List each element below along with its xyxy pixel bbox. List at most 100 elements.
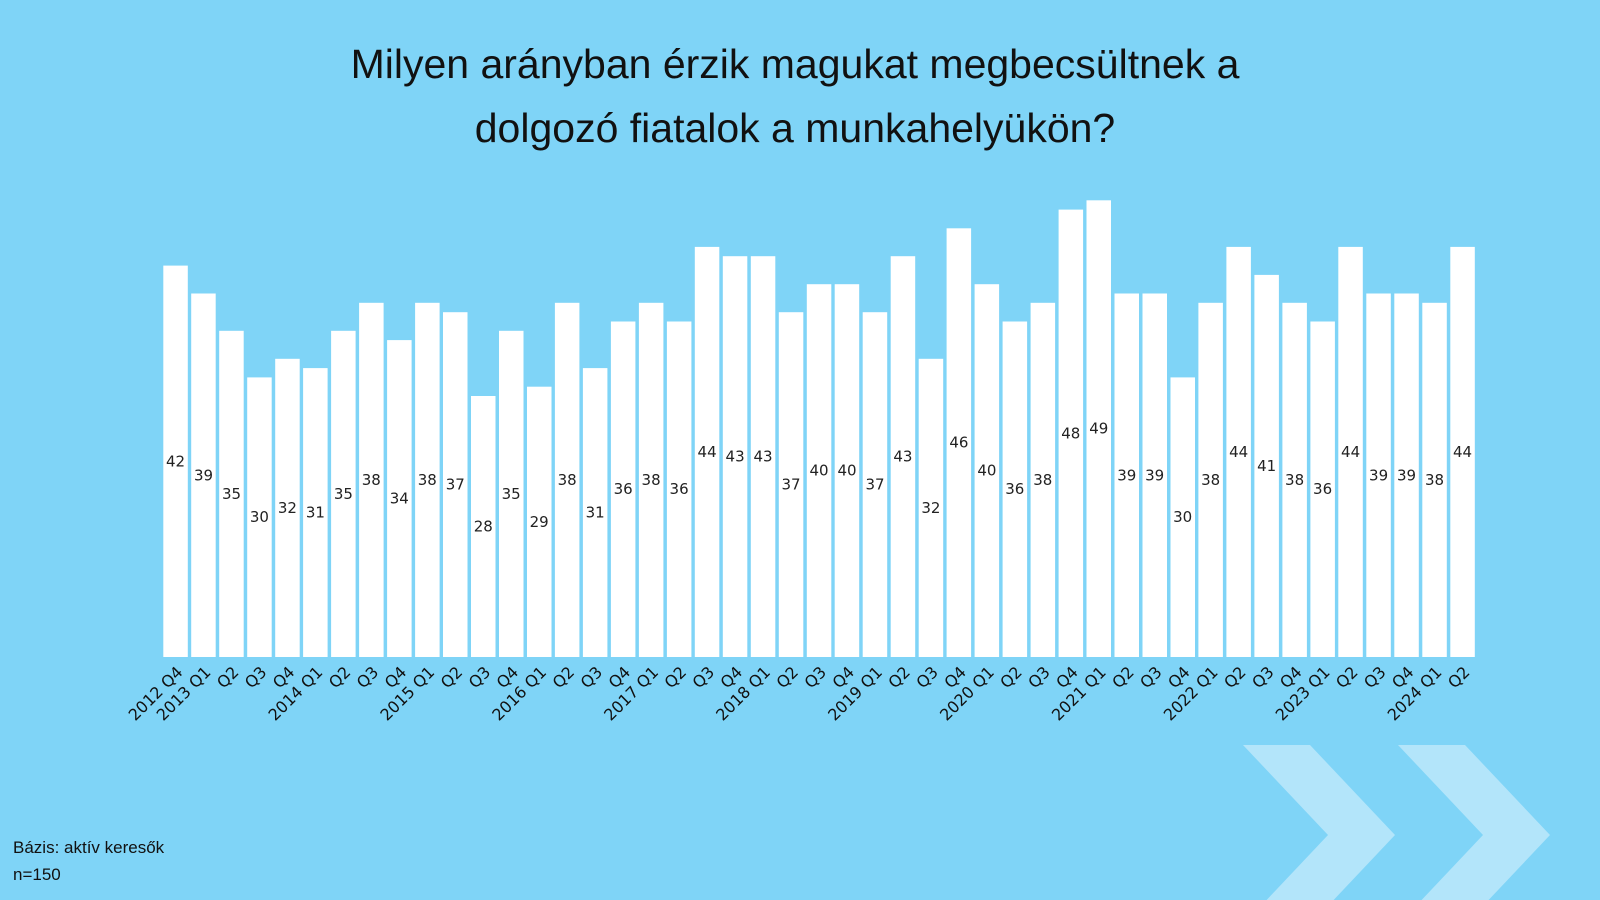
bar-30 [1002,321,1028,657]
data-label-42: 44 [1341,443,1360,461]
data-label-1: 39 [194,466,213,484]
data-label-34: 39 [1117,466,1136,484]
chevron-right-icon [1398,745,1550,900]
bar-45 [1422,302,1447,657]
bar-44 [1394,293,1419,657]
chart-title-line-1: Milyen arányban érzik magukat megbecsült… [350,41,1240,87]
data-label-39: 41 [1257,457,1276,475]
data-label-45: 38 [1425,471,1444,489]
bar-21 [750,256,776,657]
data-label-27: 32 [921,499,940,517]
data-label-44: 39 [1397,466,1416,484]
x-tick-label-33: 2021 Q1 [1048,663,1110,725]
bar-22 [778,312,804,657]
data-label-23: 40 [809,462,828,480]
x-tick-label-35: Q3 [1136,663,1166,693]
x-tick-label-41: 2023 Q1 [1272,663,1334,725]
x-tick-label-39: Q3 [1248,663,1278,693]
x-tick-label-26: Q2 [884,663,914,693]
x-tick-label-17: 2017 Q1 [600,663,662,725]
x-tick-label-29: 2020 Q1 [936,663,998,725]
x-tick-label-6: Q2 [325,663,355,693]
bar-12 [499,330,524,657]
x-tick-label-10: Q2 [437,663,467,693]
bar-0 [163,265,188,657]
data-label-15: 31 [586,504,605,522]
bar-19 [694,246,720,657]
x-tick-label-21: 2018 Q1 [712,663,774,725]
bar-34 [1114,293,1139,657]
data-label-6: 35 [334,485,353,503]
bar-39 [1254,274,1279,657]
bar-41 [1310,321,1335,657]
bar-20 [722,256,748,657]
bar-8 [387,340,412,657]
x-tick-label-3: Q3 [241,663,271,693]
data-label-12: 35 [502,485,521,503]
bar-42 [1338,246,1363,657]
data-label-35: 39 [1145,466,1164,484]
x-tick-label-42: Q2 [1332,663,1362,693]
data-label-31: 38 [1033,471,1052,489]
x-tick-label-18: Q2 [661,663,691,693]
data-label-21: 43 [753,448,772,466]
bar-35 [1142,293,1167,657]
data-label-33: 49 [1089,420,1108,438]
x-tick-label-27: Q3 [912,663,942,693]
bar-25 [862,312,888,657]
x-tick-label-37: 2022 Q1 [1160,663,1222,725]
data-label-16: 36 [614,480,633,498]
data-label-26: 43 [893,448,912,466]
x-tick-label-14: Q2 [549,663,579,693]
data-label-7: 38 [362,471,381,489]
value-labels-group: 42 39 35 30 32 31 35 38 34 38 37 28 35 29 38 31 36 38 36 44… [166,420,1472,536]
bar-2 [219,330,244,657]
x-tick-label-43: Q3 [1360,663,1390,693]
data-label-4: 32 [278,499,297,517]
bar-29 [974,284,1000,657]
footnote: Bázis: aktív keresők n=150 [13,834,164,888]
data-label-0: 42 [166,452,185,470]
bar-38 [1226,246,1251,657]
data-label-13: 29 [530,513,549,531]
x-tick-label-19: Q3 [689,663,719,693]
data-label-30: 36 [1005,480,1024,498]
data-label-24: 40 [837,462,856,480]
x-tick-label-9: 2015 Q1 [376,663,438,725]
data-label-10: 37 [446,476,465,494]
bar-15 [582,368,608,657]
bar-36 [1170,377,1195,657]
data-label-5: 31 [306,504,325,522]
bar-7 [359,302,384,657]
chart-title-line-2: dolgozó fiatalok a munkahelyükön? [474,105,1116,151]
bar-6 [331,330,356,657]
x-tick-label-34: Q2 [1108,663,1138,693]
x-tick-label-30: Q2 [996,663,1026,693]
bar-27 [918,358,944,657]
bars-group [163,200,1475,658]
chart-title: Milyen arányban érzik magukat megbecsült… [240,32,1350,160]
bar-5 [303,368,328,657]
data-label-20: 43 [726,448,745,466]
bar-1 [191,293,216,657]
x-tick-label-13: 2016 Q1 [488,663,550,725]
footnote-sample-size: n=150 [13,865,61,884]
data-label-40: 38 [1285,471,1304,489]
data-label-25: 37 [865,476,884,494]
x-tick-label-23: Q3 [800,663,830,693]
x-tick-label-46: Q2 [1444,663,1474,693]
bar-37 [1198,302,1223,657]
x-tick-label-2: Q2 [213,663,243,693]
bar-26 [890,256,916,657]
bar-33 [1086,200,1111,658]
x-tick-label-15: Q3 [577,663,607,693]
x-tick-label-7: Q3 [353,663,383,693]
bar-11 [471,396,496,657]
chevron-left-icon [1243,745,1395,900]
bar-31 [1030,302,1056,657]
data-label-29: 40 [977,462,996,480]
bar-46 [1450,246,1475,657]
data-label-36: 30 [1173,508,1192,526]
